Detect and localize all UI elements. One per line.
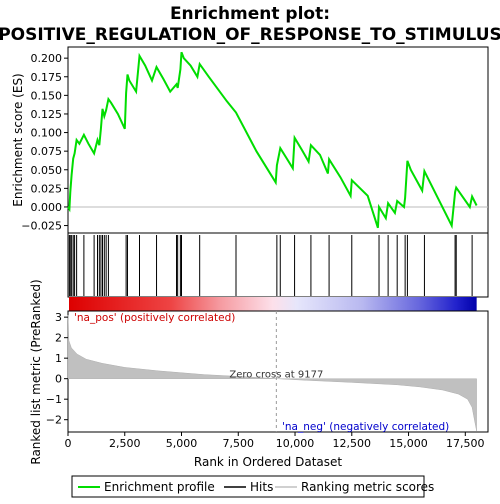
top-ytick-label: 0.150 (31, 89, 63, 102)
rank-color-bar (69, 297, 477, 311)
bottom-ytick-label: 2 (55, 332, 62, 345)
xtick-label: 5,000 (166, 437, 198, 450)
top-ytick-label: 0.075 (31, 145, 63, 158)
top-panel-ylabel: Enrichment score (ES) (11, 73, 25, 206)
chart-title-line1: Enrichment plot: (170, 4, 330, 24)
pos-correlated-label: 'na_pos' (positively correlated) (74, 312, 235, 324)
bottom-panel-ylabel: Ranked list metric (PreRanked) (29, 279, 43, 464)
x-axis: 0 2,500 5,000 7,500 10,000 12,500 15,000 17,500 (65, 432, 485, 450)
legend-metric-label: Ranking metric scores (301, 480, 434, 494)
xtick-label: 10,000 (276, 437, 315, 450)
xtick-label: 12,500 (333, 437, 372, 450)
xtick-label: 17,500 (446, 437, 485, 450)
bottom-ytick-label: 1 (55, 352, 62, 365)
top-panel-yaxis: −0.025 0.000 0.025 0.050 0.075 0.100 0.125 0.15… (21, 52, 68, 233)
top-ytick-label: 0.200 (31, 52, 63, 65)
legend-hits-label: Hits (250, 480, 273, 494)
chart-title-line2: POSITIVE_REGULATION_OF_RESPONSE_TO_STIMU… (0, 25, 500, 45)
ranking-metric-area (67, 315, 477, 432)
top-ytick-label: 0.100 (31, 127, 63, 140)
enrichment-profile-line (67, 51, 478, 230)
hits-panel-frame (67, 232, 489, 298)
bottom-ytick-label: 0 (55, 373, 62, 386)
bottom-ytick-label: −1 (46, 393, 62, 406)
top-ytick-label: 0.025 (31, 182, 63, 195)
bottom-ytick-label: 3 (55, 311, 62, 324)
x-axis-label: Rank in Ordered Dataset (194, 455, 342, 469)
xtick-label: 15,000 (389, 437, 428, 450)
xtick-label: 7,500 (223, 437, 255, 450)
top-ytick-label: 0.125 (31, 108, 63, 121)
neg-correlated-label: 'na_neg' (negatively correlated) (282, 421, 449, 433)
legend-box (71, 475, 425, 498)
zero-cross-label: Zero cross at 9177 (229, 370, 323, 381)
top-ytick-label: 0.175 (31, 71, 63, 84)
top-ytick-label: −0.025 (21, 220, 62, 233)
xtick-label: 0 (65, 437, 72, 450)
hits-marks (68, 235, 473, 296)
top-ytick-label: 0.050 (31, 164, 63, 177)
legend: Enrichment profile Hits Ranking metric s… (71, 475, 434, 498)
bottom-panel-yaxis: 3 2 1 0 −1 −2 (46, 311, 68, 427)
bottom-ytick-label: −2 (46, 414, 62, 427)
legend-profile-label: Enrichment profile (104, 480, 215, 494)
top-panel-frame (67, 46, 489, 234)
top-ytick-label: 0.000 (31, 201, 63, 214)
xtick-label: 2,500 (109, 437, 141, 450)
